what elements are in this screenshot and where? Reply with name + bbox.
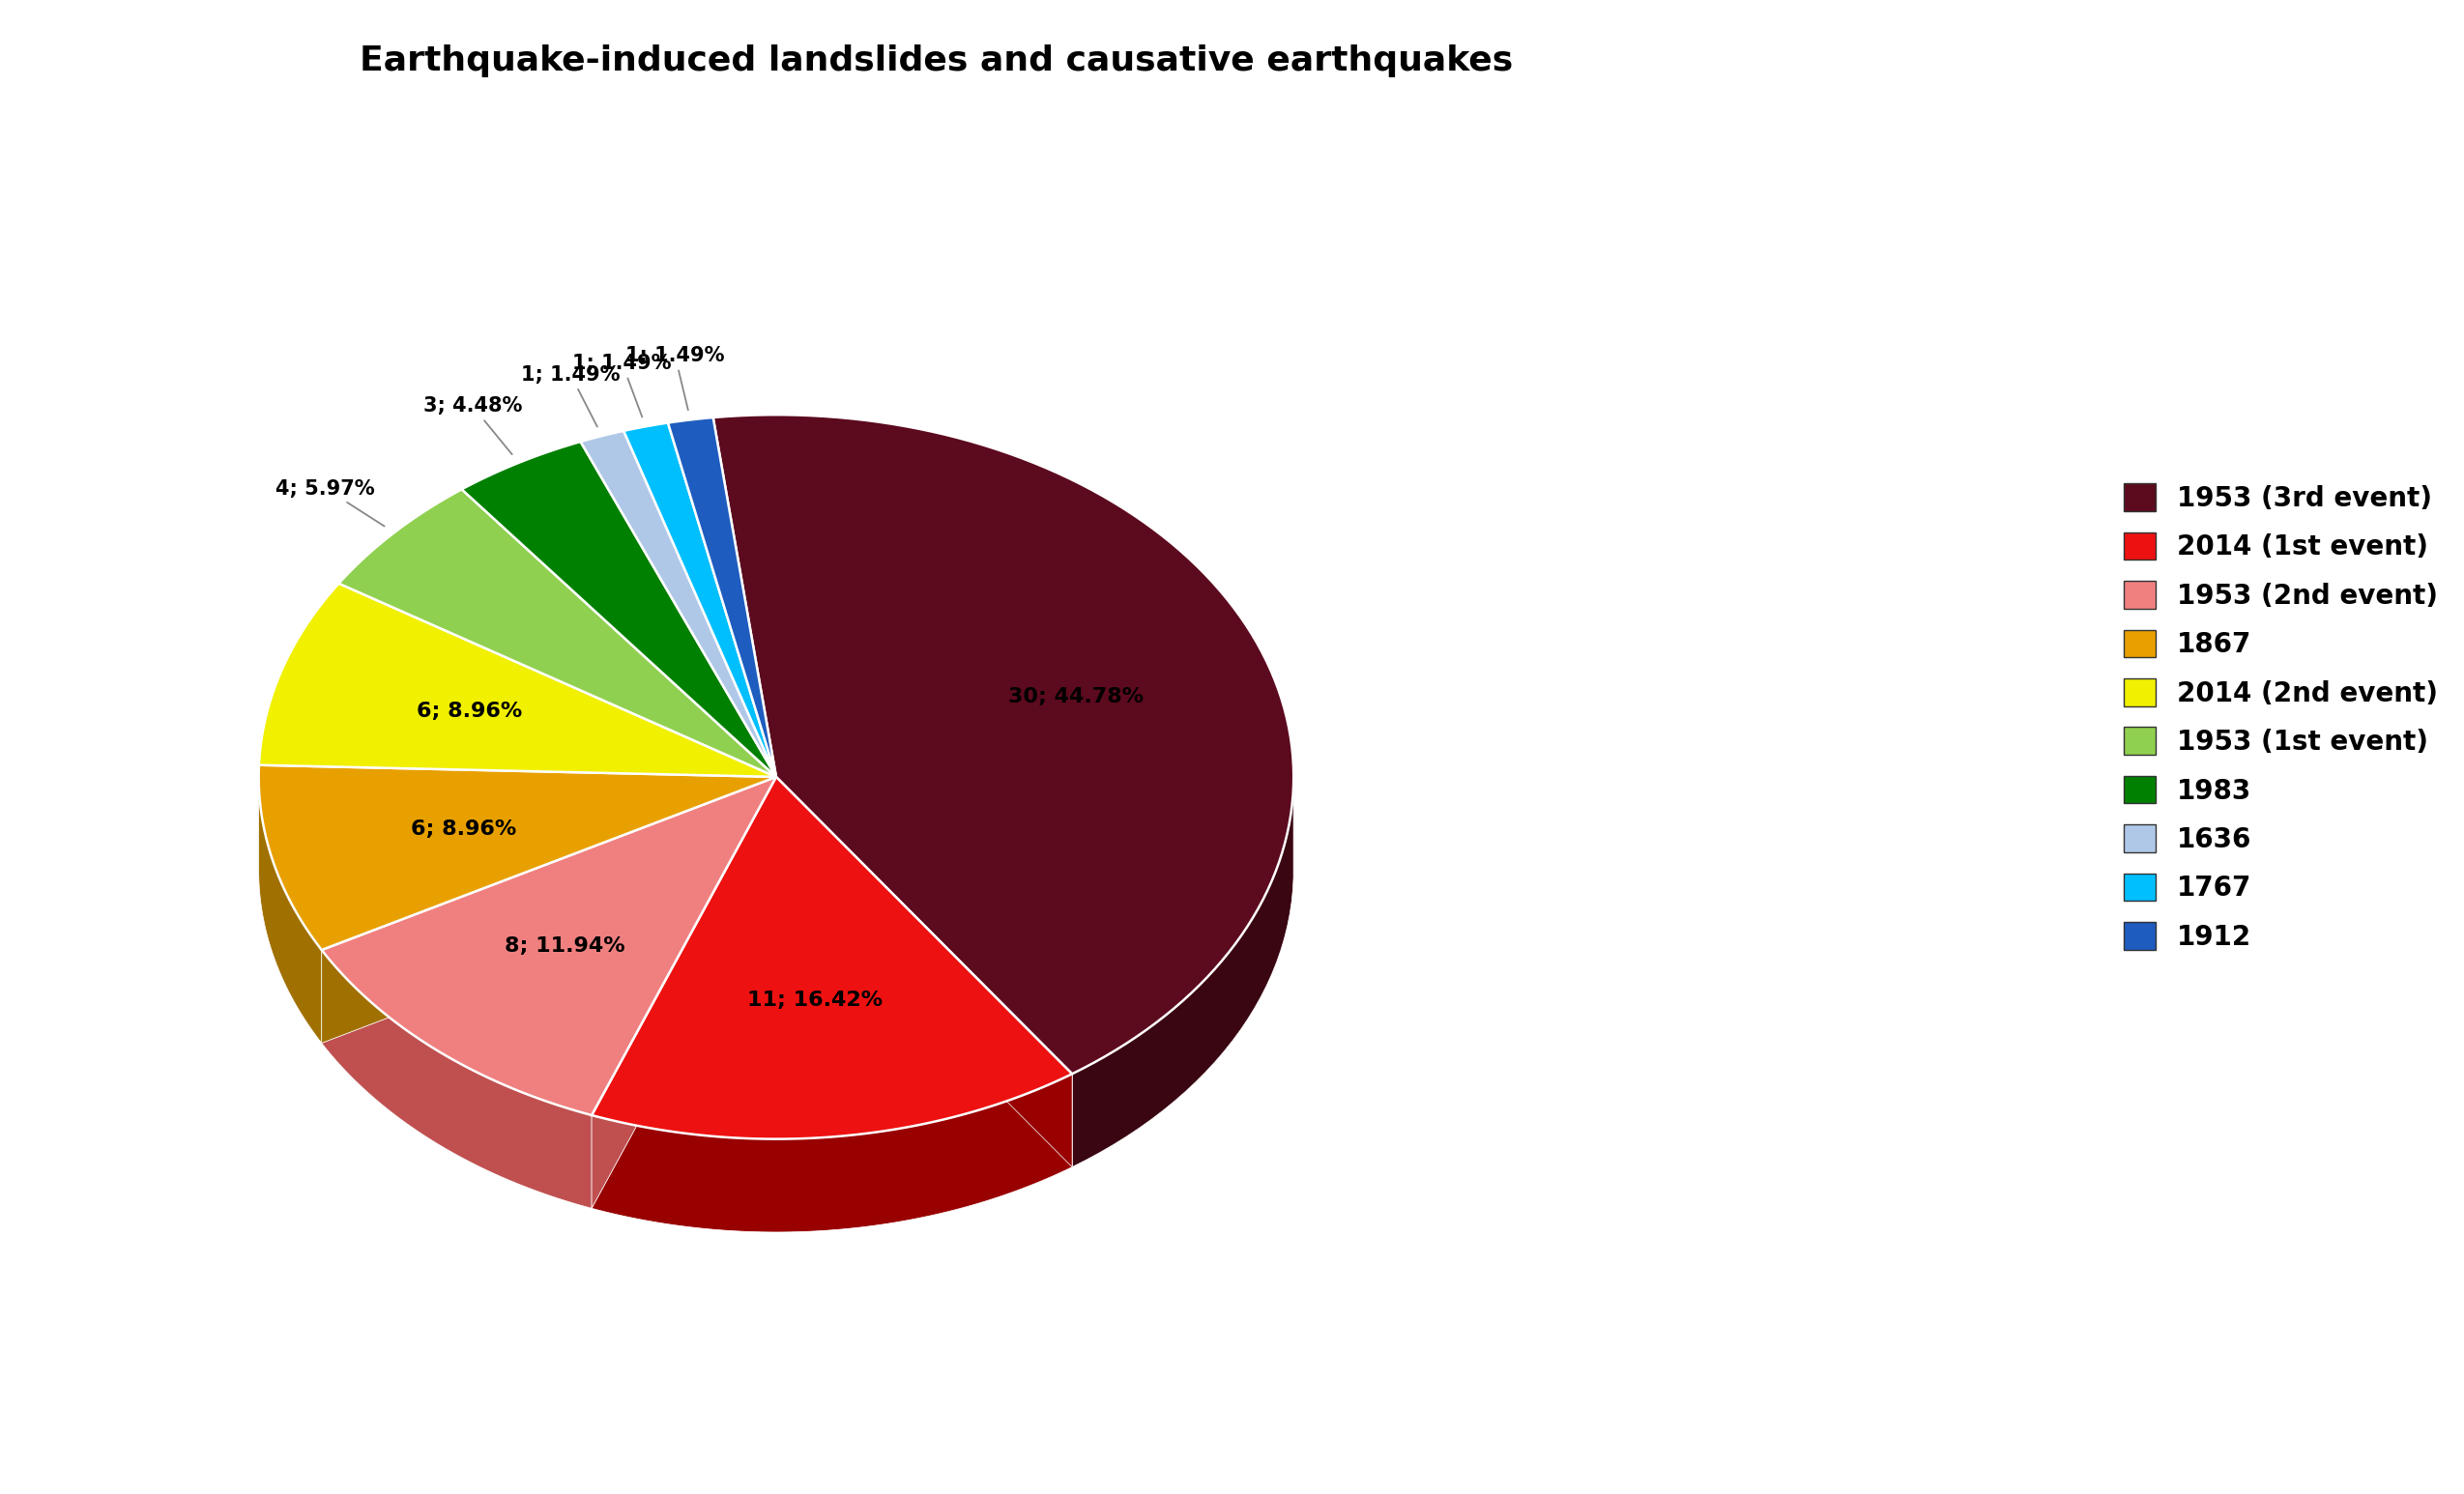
Polygon shape [1072,784,1294,1167]
Polygon shape [776,777,1072,1167]
Polygon shape [259,584,776,777]
Polygon shape [259,765,776,950]
Polygon shape [323,777,776,1043]
Polygon shape [582,430,776,777]
Polygon shape [461,442,776,777]
Polygon shape [591,777,776,1209]
Polygon shape [712,415,1294,1074]
Text: 6; 8.96%: 6; 8.96% [416,701,522,720]
Text: 30; 44.78%: 30; 44.78% [1008,687,1143,707]
Polygon shape [623,423,776,777]
Text: 3; 4.48%: 3; 4.48% [424,396,522,454]
Polygon shape [323,777,776,1043]
Polygon shape [668,417,776,777]
Text: 11; 16.42%: 11; 16.42% [747,991,882,1010]
Polygon shape [323,777,776,1115]
Polygon shape [591,777,776,1209]
Text: 4; 5.97%: 4; 5.97% [276,480,384,526]
Text: 1; 1.49%: 1; 1.49% [626,345,724,409]
Polygon shape [323,950,591,1209]
Polygon shape [591,1074,1072,1233]
Text: 8; 11.94%: 8; 11.94% [505,937,626,956]
Text: Earthquake-induced landslides and causative earthquakes: Earthquake-induced landslides and causat… [360,45,1513,78]
Legend: 1953 (3rd event), 2014 (1st event), 1953 (2nd event), 1867, 2014 (2nd event), 19: 1953 (3rd event), 2014 (1st event), 1953… [2124,484,2439,950]
Polygon shape [338,490,776,777]
Text: 1; 1.49%: 1; 1.49% [572,354,673,417]
Text: 6; 8.96%: 6; 8.96% [411,819,517,838]
Text: 1; 1.49%: 1; 1.49% [520,365,621,427]
Polygon shape [776,777,1072,1167]
Polygon shape [591,777,1072,1138]
Polygon shape [259,777,323,1043]
